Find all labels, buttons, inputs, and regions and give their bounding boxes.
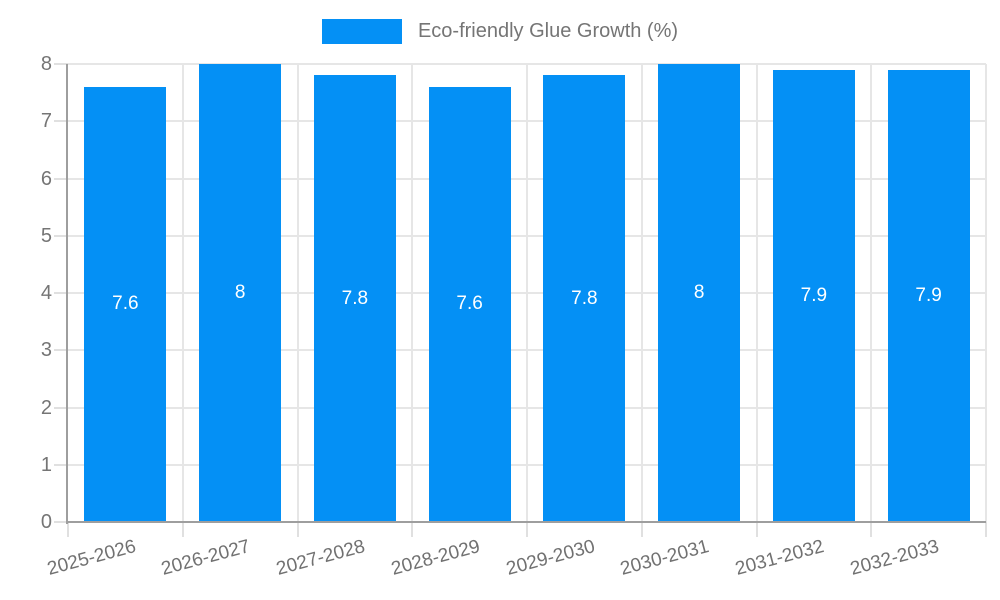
bar-2025-2026[interactable]: 7.6 (84, 86, 167, 522)
bar-value-label: 7.6 (112, 293, 139, 315)
legend-label: Eco-friendly Glue Growth (%) (417, 20, 679, 42)
x-axis-label-2025-2026: 2025-2026 (44, 536, 138, 580)
x-axis-tick (296, 522, 299, 537)
x-gridline (526, 64, 528, 522)
x-axis-label-2030-2031: 2030-2031 (618, 536, 712, 580)
bar-2030-2031[interactable]: 8 (658, 64, 741, 522)
x-axis-label-2032-2033: 2032-2033 (847, 536, 942, 580)
x-gridline (640, 64, 643, 522)
y-axis-tick-label: 7 (40, 110, 52, 133)
y-axis-tick (54, 463, 68, 466)
bar-value-label: 8 (693, 282, 705, 303)
bar-value-label: 7.6 (456, 293, 483, 315)
y-axis-tick (54, 177, 68, 180)
x-gridline (296, 64, 299, 522)
y-axis-tick-label: 4 (40, 282, 52, 304)
y-axis-tick (54, 349, 68, 352)
y-axis-tick (54, 63, 68, 65)
bar-value-label: 8 (234, 282, 246, 303)
bar-2026-2027[interactable]: 8 (199, 64, 282, 522)
y-axis-tick (54, 521, 68, 523)
x-axis-tick (181, 522, 184, 537)
x-axis-tick (640, 522, 643, 537)
x-axis-label-2027-2028: 2027-2028 (274, 536, 368, 580)
bar-2029-2030[interactable]: 7.8 (543, 75, 626, 522)
legend-color-swatch (321, 19, 402, 44)
x-gridline (181, 64, 184, 522)
y-axis-tick (54, 292, 68, 294)
x-axis-tick (411, 522, 414, 537)
x-axis-label-2026-2027: 2026-2027 (159, 536, 253, 580)
bar-2032-2033[interactable]: 7.9 (887, 69, 970, 522)
y-axis-tick-label: 5 (40, 224, 52, 247)
x-gridline (870, 64, 873, 522)
bar-value-label: 7.9 (800, 284, 828, 306)
x-axis-line (66, 521, 986, 523)
y-axis-tick (54, 234, 68, 237)
y-axis-tick-label: 0 (40, 511, 52, 533)
bar-2031-2032[interactable]: 7.9 (772, 69, 855, 522)
x-axis-tick (67, 522, 69, 537)
y-axis-line (66, 64, 68, 524)
x-axis-label-2028-2029: 2028-2029 (388, 536, 483, 580)
x-gridline (755, 64, 758, 522)
y-axis-tick-label: 1 (40, 453, 52, 476)
x-gridline (411, 64, 414, 522)
x-axis-tick (526, 522, 528, 537)
bar-2027-2028[interactable]: 7.8 (313, 75, 396, 522)
y-axis-tick-label: 8 (40, 53, 52, 75)
y-axis-tick (54, 120, 68, 123)
bar-2028-2029[interactable]: 7.6 (428, 86, 511, 522)
y-axis-tick-label: 2 (40, 396, 52, 419)
x-axis-tick (985, 522, 987, 537)
x-axis-tick (870, 522, 873, 537)
x-gridline (985, 64, 987, 522)
bar-value-label: 7.8 (341, 287, 369, 309)
y-axis-tick (54, 406, 68, 409)
y-axis-tick-label: 6 (40, 167, 52, 190)
x-axis-label-2029-2030: 2029-2030 (503, 536, 597, 580)
legend-item-eco-friendly-glue-growth[interactable]: Eco-friendly Glue Growth (%) (321, 19, 679, 44)
bar-value-label: 7.9 (915, 284, 942, 306)
x-axis-label-2031-2032: 2031-2032 (733, 536, 827, 580)
y-axis-tick-label: 3 (40, 339, 52, 362)
chart-legend: Eco-friendly Glue Growth (%) (0, 19, 1000, 44)
bar-value-label: 7.8 (571, 287, 598, 309)
x-axis-tick (755, 522, 758, 537)
